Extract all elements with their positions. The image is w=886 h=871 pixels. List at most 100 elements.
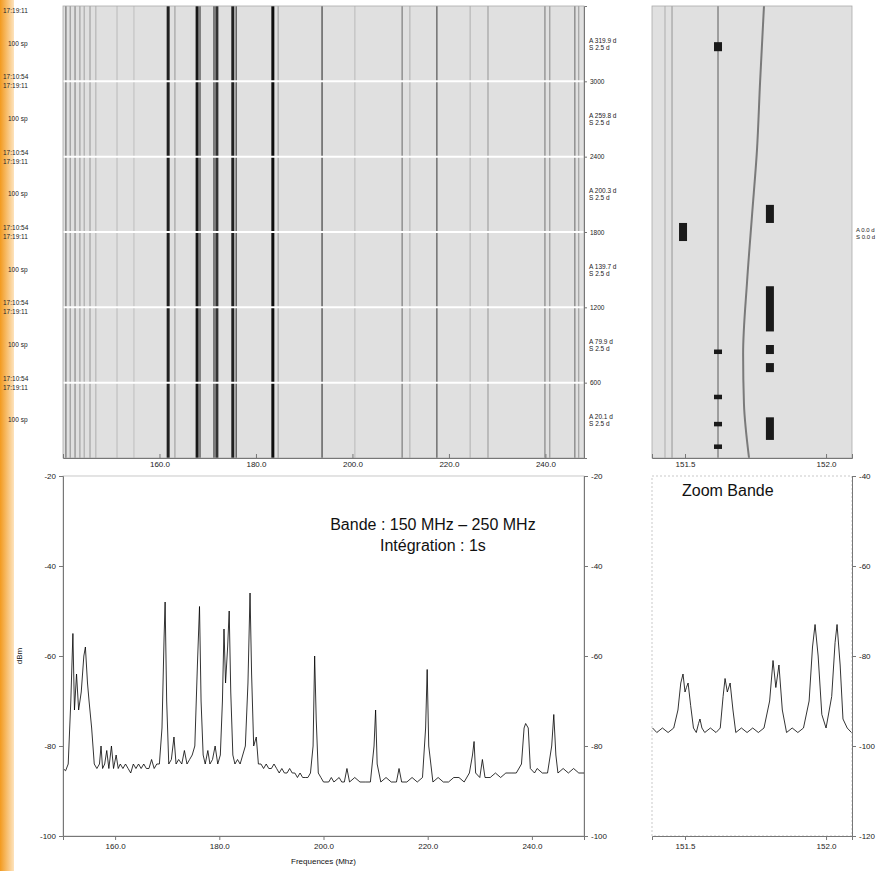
band-end-time: 17:19:11 [3,233,28,240]
tick-label: -60 [44,652,56,661]
tick: 1800 [584,229,605,236]
texts: Zoom Bande [682,482,774,499]
band-azimuth: A 139.7 d [589,263,617,270]
tick-mark [324,836,325,840]
tick: -40 [44,562,63,571]
y-axis-title: dBm [15,647,24,664]
channel-line [671,6,672,458]
tick-label: 180.0 [210,842,231,851]
burst [766,345,774,354]
tick-mark [219,836,220,840]
tick: -120 [852,832,876,841]
tick-mark [584,746,588,747]
tick: -60 [44,652,63,661]
tick-label: -60 [591,652,603,661]
grid-line [63,382,584,384]
tick: 180.0 [210,836,231,851]
tick-label: 200.0 [343,460,364,469]
plot-background [63,6,584,458]
tick-label: 600 [590,379,601,386]
burst [714,42,722,51]
tick: -20 [584,472,603,481]
band-start-time: 17:10:54 [3,149,29,156]
tick-mark [115,836,116,840]
tick: 2400 [584,153,605,160]
x-axis-title: Frequences (Mhz) [291,857,356,866]
tick-label: 240.0 [522,842,543,851]
tick-mark [584,836,588,837]
axis: 160.0180.0200.0220.0240.0 [64,454,585,469]
annotation: A 0.0 d [856,227,875,233]
band-count: 100 sp [8,266,28,274]
tick-label: -80 [44,742,56,751]
tick: -100 [584,832,608,841]
plot-area [665,6,774,458]
texts: dBmFrequences (Mhz)Bande : 150 MHz – 250… [15,516,536,866]
tick: -80 [44,742,63,751]
band-end-time: 17:19:11 [3,308,28,315]
tick-mark [852,656,856,657]
band-start-time: 17:10:54 [3,299,29,306]
tick-label: -60 [859,562,871,571]
axis-line [653,454,853,459]
tick-mark [59,476,63,477]
burst [714,422,722,427]
tick-label: -40 [591,562,603,571]
tick-mark [584,307,587,308]
tick: -20 [44,472,63,481]
axis: 160.0180.0200.0220.0240.0 [64,836,585,851]
tick-label: 220.0 [418,842,439,851]
tick: -60 [852,562,871,571]
waterfall-panel: 151.5152.0A 0.0 dS 0.0 d [652,6,875,469]
band-azimuth: A 200.3 d [589,187,617,194]
axis: 151.5 152.0 [653,836,853,851]
tick: 152.0 [817,454,838,469]
tick-mark [584,157,587,158]
burst [766,417,774,440]
tick-label: 152.0 [817,842,838,851]
tick: 200.0 [343,454,364,469]
tick-mark [852,476,856,477]
plot-frame [652,6,852,458]
tick-mark [59,656,63,657]
plot-area [63,593,584,782]
band-count: 100 sp [8,416,28,424]
tick-mark [826,454,827,458]
band-azimuth: A 259.8 d [589,112,617,119]
band-end-time: 17:19:11 [3,158,28,165]
tick-mark [685,454,686,458]
grid-line [63,156,584,158]
tick-label: -40 [44,562,56,571]
tick-label: 151.5 [675,460,696,469]
band-end-time: 17:19:11 [3,7,28,14]
tick: 160.0 [106,836,127,851]
tick: 3000 [584,78,605,85]
burst [714,350,722,355]
tick-mark [532,836,533,840]
plot-frame [63,6,584,458]
tick: -80 [852,652,871,661]
band-step: S 2.5 d [589,270,610,277]
tick-label: 220.0 [439,460,460,469]
band-count: 100 sp [8,115,28,123]
tick-mark [584,566,588,567]
tick-mark [256,454,257,458]
plot-area [63,6,584,458]
tick: 600 [584,379,601,386]
tick-label: -80 [591,742,603,751]
title: Zoom Bande [682,482,774,499]
axis: -40-60-80-100-120 [852,472,876,841]
tick-mark [584,81,587,82]
channel-line [717,6,718,458]
axis-line [653,837,853,841]
channel-line [664,6,665,458]
tick-mark [852,836,856,837]
burst [766,286,774,331]
burst [714,395,722,400]
band-step: S 2.5 d [589,420,610,427]
band-step: S 2.5 d [589,345,610,352]
band-count: 100 sp [8,40,28,48]
tick-mark [59,836,63,837]
band-step: S 2.5 d [589,119,610,126]
tick: 151.5 [675,836,696,851]
